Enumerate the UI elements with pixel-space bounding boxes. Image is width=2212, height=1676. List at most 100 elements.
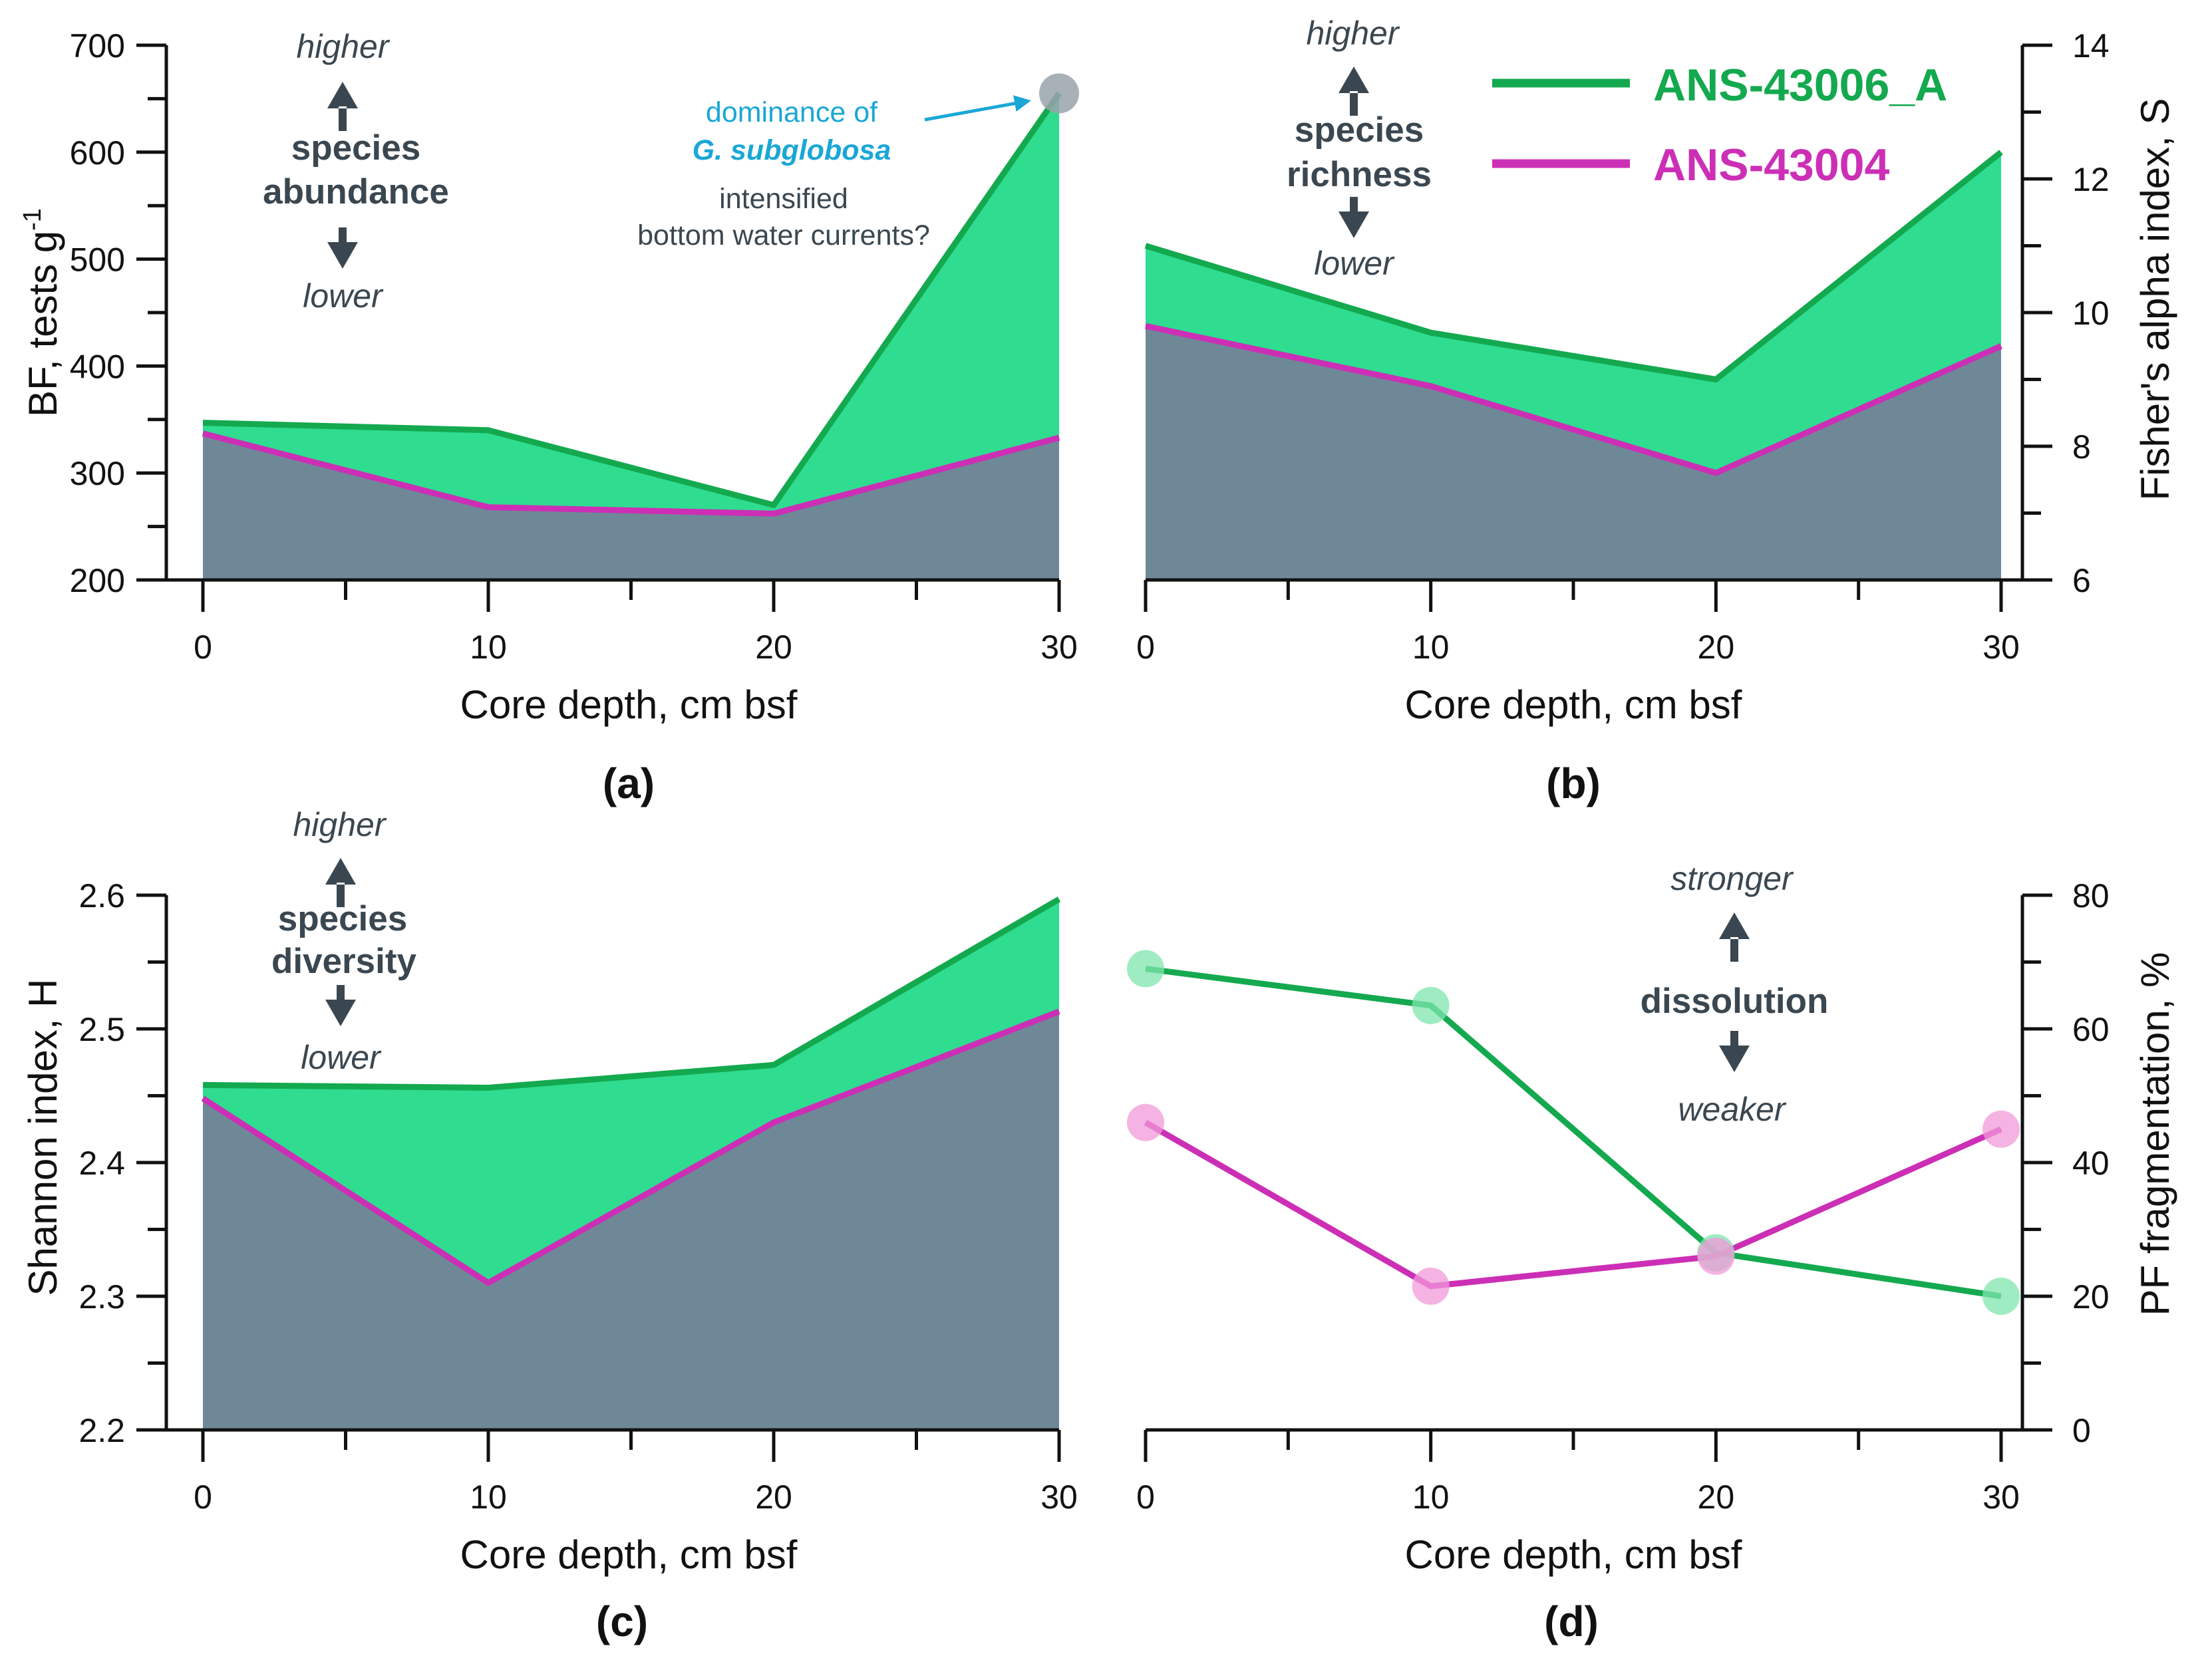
panel-a-area-ans-43006a	[203, 93, 1059, 514]
panel-d-y-tick-label: 60	[2072, 1011, 2110, 1048]
panel-b-down-arrow-icon	[1339, 197, 1369, 238]
panel-a-x-tick-label: 20	[755, 628, 792, 666]
panel-b-x-tick-label: 10	[1412, 628, 1450, 666]
panel-a-x-axis-title: Core depth, cm bsf	[460, 682, 798, 727]
panel-d-metric-line1: dissolution	[1641, 982, 1829, 1021]
panel-d-down-arrow-icon	[1719, 1031, 1750, 1072]
panel-b-x-tick-label: 30	[1982, 628, 2020, 666]
panel-a-y-axis-title-superscript: -1	[19, 208, 47, 231]
panel-d-weaker-label: weaker	[1678, 1091, 1787, 1128]
panel-d-y-axis-title: PF fragmentation, %	[2133, 952, 2177, 1316]
panel-a-line-ans-43006a	[202, 91, 1062, 508]
panel-d-x-tick-label: 20	[1698, 1478, 1735, 1516]
panel-a-callout-line4: bottom water currents?	[637, 219, 930, 251]
panel-c: 0 10 20 30 2.2 2.3 2.4 2.5 2.6 Core depth, cm bs…	[21, 806, 1078, 1645]
panel-c-metric-line2: diversity	[271, 942, 417, 981]
panel-b-y-tick-label: 12	[2072, 161, 2110, 198]
panel-d-point-ans-43006a-3	[1982, 1278, 2020, 1315]
panel-d-x-axis-title: Core depth, cm bsf	[1405, 1532, 1742, 1577]
panel-c-line-ans-43006a	[202, 897, 1061, 1091]
panel-c-x-tick-label: 0	[194, 1478, 212, 1516]
panel-d-line-ans-43006a	[1145, 966, 2002, 1300]
panel-b-label: (b)	[1546, 760, 1601, 807]
panel-b: 0 10 20 30 6 8 10 12 14 Core depth, cm bsf Fishe…	[1136, 15, 2177, 807]
panel-a-area-ans-43004	[203, 433, 1059, 580]
panel-a-label: (a)	[603, 760, 655, 807]
panel-a-highlight-marker	[1039, 73, 1079, 114]
panel-b-up-arrow-icon	[1339, 67, 1369, 116]
panel-c-x-tick-label: 20	[755, 1478, 792, 1516]
panel-a-series	[202, 73, 1079, 580]
panel-c-y-tick-label: 2.2	[79, 1412, 125, 1449]
panel-c-area-ans-43006a	[203, 899, 1059, 1283]
panel-a-up-arrow-icon	[327, 82, 358, 131]
panel-c-down-arrow-icon	[325, 985, 356, 1026]
panel-c-lower-label: lower	[301, 1039, 382, 1076]
panel-a-axes: 0 10 20 30 200 300 400 500 600 700	[70, 27, 1078, 666]
panel-b-axes: 0 10 20 30 6 8 10 12 14	[1136, 27, 2110, 666]
panel-a-y-axis-title: BF, tests g-1	[19, 208, 65, 417]
panel-c-x-tick-label: 30	[1040, 1478, 1078, 1516]
panel-c-y-axis-title: Shannon index, H	[21, 978, 65, 1296]
panel-d-x-tick-label: 10	[1412, 1478, 1450, 1516]
panel-a-x-tick-label: 10	[470, 628, 507, 666]
panel-d-point-ans-43004-3	[1982, 1110, 2020, 1148]
panel-a-y-tick-label: 700	[70, 27, 125, 65]
panel-d-line-ans-43004	[1144, 1119, 2002, 1290]
panel-b-metric-line2: richness	[1287, 155, 1432, 194]
panel-b-area-ans-43004	[1146, 326, 2001, 580]
panel-c-x-axis-title: Core depth, cm bsf	[460, 1532, 798, 1577]
panel-a-callout-arrow	[924, 95, 1031, 122]
panel-d-y-tick-label: 80	[2072, 877, 2110, 914]
panel-c-y-tick-label: 2.3	[79, 1278, 125, 1316]
panel-c-y-tick-label: 2.5	[79, 1011, 125, 1048]
panel-a-y-tick-label: 500	[70, 241, 125, 279]
panel-d-y-tick-label: 40	[2072, 1145, 2110, 1182]
panel-d-x-tick-label: 30	[1982, 1478, 2020, 1516]
panel-b-line-ans-43004	[1145, 323, 2002, 476]
panel-c-higher-label: higher	[293, 806, 387, 843]
panel-a-metric-line1: species	[291, 128, 420, 168]
panel-a-y-tick-label: 600	[70, 134, 125, 172]
panel-a-callout-line2: G. subglobosa	[693, 134, 891, 166]
panel-d-y-tick-label: 20	[2072, 1278, 2110, 1316]
panel-c-series	[201, 897, 1061, 1430]
legend: ANS-43006_A ANS-43004	[1492, 60, 1947, 190]
panel-a-x-tick-label: 0	[194, 628, 212, 666]
panel-d-x-tick-label: 0	[1136, 1478, 1155, 1516]
panel-c-up-arrow-icon	[325, 858, 356, 907]
panel-d-y-tick-label: 0	[2072, 1412, 2091, 1449]
panel-c-y-tick-label: 2.6	[79, 877, 125, 914]
panel-b-y-tick-label: 8	[2072, 428, 2091, 466]
panel-a-metric-line2: abundance	[263, 172, 449, 211]
legend-label-ans-43006a: ANS-43006_A	[1653, 60, 1947, 110]
panel-b-line-ans-43006a	[1144, 150, 2003, 382]
panel-b-x-axis-title: Core depth, cm bsf	[1405, 682, 1742, 727]
panel-b-x-tick-label: 20	[1698, 628, 1735, 666]
panel-b-y-axis-title: Fisher's alpha index, S	[2133, 98, 2177, 500]
panel-d-point-ans-43006a-0	[1127, 950, 1164, 988]
panel-d: 0 10 20 30 0 20 40 60 80 Core depth, cm bsf PF f…	[1127, 860, 2177, 1645]
panel-a-lower-label: lower	[303, 277, 384, 315]
panel-a-line-ans-43004	[202, 430, 1060, 517]
panel-d-up-arrow-icon	[1719, 912, 1750, 962]
panel-a-y-tick-label: 200	[70, 562, 125, 599]
panel-a-higher-label: higher	[297, 28, 391, 65]
panel-b-area-ans-43006a	[1146, 152, 2001, 474]
panel-d-point-ans-43004-1	[1412, 1267, 1450, 1305]
panel-a-down-arrow-icon	[327, 227, 358, 269]
panel-c-line-ans-43004	[201, 1008, 1060, 1286]
panel-a-y-tick-label: 300	[70, 455, 125, 492]
panel-b-series	[1144, 150, 2003, 580]
panel-a-y-tick-label: 400	[70, 348, 125, 385]
panel-c-y-tick-label: 2.4	[79, 1145, 125, 1182]
panel-c-metric-line1: species	[278, 899, 407, 938]
panel-a: 0 10 20 30 200 300 400 500 600 700 Core depth, cm…	[19, 27, 1079, 807]
panel-d-series	[1127, 950, 2020, 1315]
panel-a-callout-line3: intensified	[719, 183, 848, 215]
panel-d-point-ans-43006a-1	[1412, 986, 1450, 1024]
panel-a-x-tick-label: 30	[1040, 628, 1078, 666]
panel-b-metric-line1: species	[1295, 110, 1424, 150]
panel-c-axes: 0 10 20 30 2.2 2.3 2.4 2.5 2.6	[79, 877, 1077, 1516]
